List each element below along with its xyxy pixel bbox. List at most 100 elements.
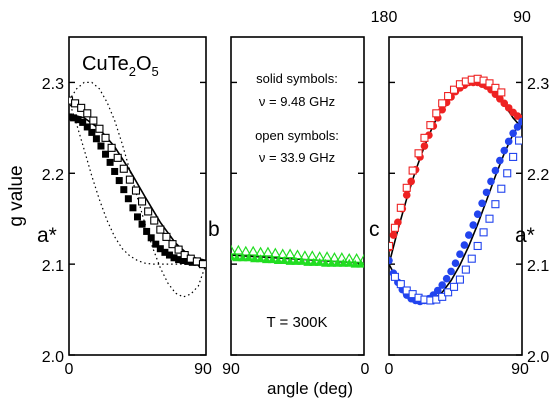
temperature-label: T = 300K (266, 314, 327, 331)
solid-symbols-frequency: ν = 9.48 GHz (259, 94, 335, 109)
right-series-2-point (447, 267, 455, 276)
left-panel-frame (68, 36, 207, 356)
left-series-0-point (179, 257, 187, 265)
right-series-1-point (414, 149, 423, 158)
left-y-tick-label: 2.2 (42, 167, 64, 184)
left-panel-right-axis-label: b (208, 218, 220, 241)
left-series-1-point (77, 103, 86, 112)
right-series-2-point (496, 156, 504, 165)
middle-series-0-point (261, 255, 271, 264)
left-series-1-point (174, 245, 183, 254)
right-top-tick-label: 90 (513, 9, 531, 26)
right-series-2-point (513, 123, 522, 131)
middle-series-1-point (262, 246, 274, 257)
middle-series-1-point (291, 249, 304, 260)
middle-series-1-point (269, 247, 281, 258)
middle-series-1-point (314, 251, 326, 261)
right-y-tick-label: 2.1 (527, 258, 549, 275)
middle-series-0-point (350, 259, 360, 268)
middle-series-0-point (297, 256, 307, 265)
right-series-3-point (485, 214, 494, 223)
right-panel-frame (388, 36, 523, 356)
left-series-1-point (95, 124, 104, 133)
left-series-0-point (165, 251, 173, 259)
right-series-2-point (465, 231, 473, 239)
middle-series-0-point (273, 256, 283, 265)
right-series-2-point (487, 177, 495, 186)
middle-series-1-point (306, 250, 318, 261)
left-series-1-point (168, 240, 177, 249)
left-panel-title: CuTe2O5 (82, 53, 159, 79)
right-series-1-point (390, 223, 399, 232)
right-series-2-point (500, 146, 509, 155)
middle-series-0-point (231, 252, 236, 261)
right-series-2-point (469, 221, 478, 229)
left-panel-points (69, 96, 206, 269)
middle-x-tick-label: 0 (361, 361, 370, 378)
right-panel-right-axis-label: a* (515, 224, 535, 247)
right-panel-points (389, 74, 522, 306)
left-series-0-point (175, 256, 183, 264)
middle-series-0-point (285, 256, 295, 265)
left-series-1-point (125, 175, 134, 184)
right-series-0-point (389, 231, 398, 239)
left-x-tick-label: 90 (194, 361, 212, 378)
left-series-1-point (198, 260, 206, 269)
right-series-3-point (503, 169, 512, 178)
right-series-1-point (485, 79, 494, 88)
right-series-3-point (438, 292, 447, 301)
left-series-0-point (102, 150, 110, 158)
left-series-0-point (111, 167, 119, 175)
middle-series-0-point (250, 254, 260, 263)
right-series-3-point (467, 254, 476, 263)
middle-series-0-point (309, 257, 319, 266)
left-series-0-point (143, 227, 151, 235)
left-series-1-point (119, 164, 128, 173)
right-series-2-point (433, 286, 442, 295)
left-panel-left-axis-label: a* (37, 224, 57, 247)
left-series-0-point (88, 128, 96, 136)
right-series-2-point (478, 199, 486, 208)
middle-panel-points (231, 244, 364, 268)
middle-series-0-point (303, 257, 313, 266)
right-x-tick-label: 90 (511, 361, 529, 378)
left-series-0-point (138, 220, 146, 228)
middle-x-tick-label: 90 (222, 361, 240, 378)
left-series-1-point (138, 197, 147, 206)
right-series-2-point (482, 188, 491, 197)
right-series-1-point (426, 121, 435, 130)
right-series-3-point (473, 241, 482, 251)
open-symbols-frequency: ν = 33.9 GHz (259, 150, 335, 165)
right-y-tick-label: 2.2 (527, 167, 549, 184)
middle-series-1-point (255, 246, 267, 257)
middle-series-1-point (358, 253, 364, 264)
middle-series-0-point (326, 258, 336, 267)
right-series-3-point (449, 282, 459, 291)
right-series-1-point (402, 183, 411, 192)
middle-series-1-point (351, 252, 363, 263)
right-series-1-point (497, 88, 506, 97)
middle-series-0-point (332, 258, 342, 267)
middle-series-1-point (328, 252, 340, 262)
middle-series-0-point (232, 253, 242, 262)
middle-series-1-point (284, 248, 296, 259)
right-series-3-point (497, 184, 506, 193)
left-series-0-point (170, 254, 178, 262)
left-series-1-point (89, 116, 98, 125)
middle-series-1-point (277, 248, 289, 259)
left-series-0-point (106, 158, 114, 166)
right-series-3-point (509, 152, 518, 161)
left-y-tick-label: 2.0 (42, 349, 64, 366)
right-series-3-point (491, 200, 500, 209)
right-series-2-point (442, 274, 451, 283)
left-series-1-point (156, 225, 165, 234)
left-series-0-point (115, 177, 123, 185)
right-series-2-point (518, 117, 522, 126)
left-series-0-point (83, 123, 91, 131)
right-series-1-point (438, 99, 447, 108)
right-series-0-point (407, 177, 415, 186)
middle-series-0-point (267, 255, 277, 264)
middle-series-0-point (279, 256, 289, 265)
right-series-0-point (402, 191, 411, 199)
